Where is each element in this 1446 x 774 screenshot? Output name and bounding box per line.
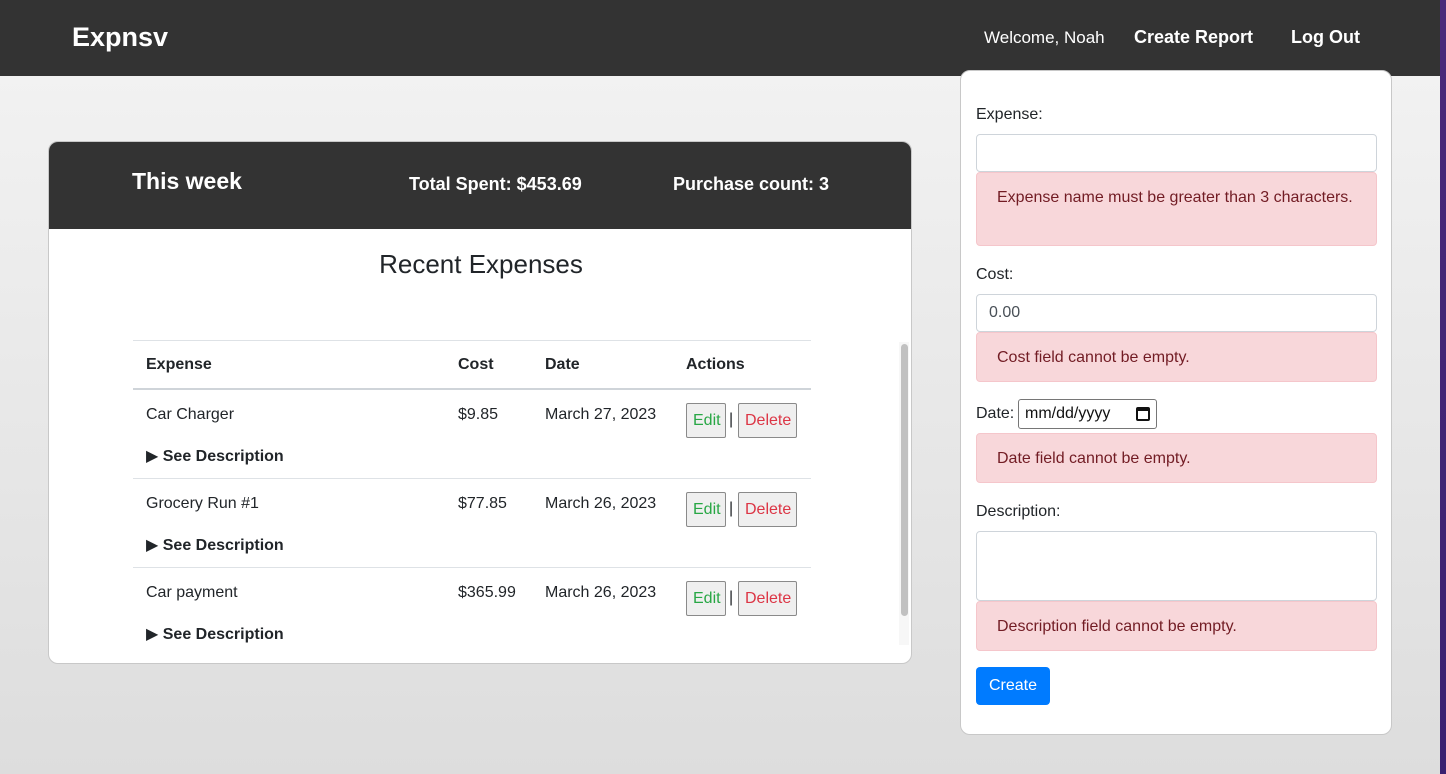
- expense-input[interactable]: [976, 134, 1377, 172]
- create-button[interactable]: Create: [976, 667, 1050, 705]
- date-placeholder: mm/dd/yyyy: [1025, 405, 1111, 422]
- edit-button[interactable]: Edit: [686, 581, 726, 616]
- summary-header: This week Total Spent: $453.69 Purchase …: [49, 142, 911, 229]
- create-expense-form: Expense: Expense name must be greater th…: [960, 70, 1392, 735]
- delete-button[interactable]: Delete: [738, 581, 797, 616]
- scrollbar-thumb[interactable]: [901, 344, 908, 616]
- header-cost: Cost: [458, 356, 494, 373]
- description-textarea[interactable]: [976, 531, 1377, 601]
- logout-link[interactable]: Log Out: [1291, 27, 1360, 47]
- welcome-text: Welcome, Noah: [984, 28, 1105, 47]
- date-label: Date:: [976, 405, 1015, 422]
- total-spent: Total Spent: $453.69: [409, 174, 582, 194]
- create-report-link[interactable]: Create Report: [1134, 27, 1254, 47]
- expense-name: Car Charger: [146, 406, 235, 423]
- expenses-table: Expense Cost Date Actions Car Charger $9…: [133, 340, 813, 645]
- expense-cost: $9.85: [458, 406, 499, 423]
- action-separator: |: [729, 411, 734, 428]
- cost-error-alert: Cost field cannot be empty.: [976, 332, 1377, 382]
- expense-date: March 27, 2023: [545, 406, 657, 423]
- recent-expenses-title: Recent Expenses: [379, 249, 583, 279]
- delete-button[interactable]: Delete: [738, 403, 797, 438]
- period-label: This week: [132, 168, 242, 194]
- see-description-toggle[interactable]: ▶ See Description: [146, 537, 284, 554]
- action-separator: |: [729, 500, 734, 517]
- table-row: Car Charger $9.85 March 27, 2023 Edit | …: [133, 390, 811, 479]
- expense-error-alert: Expense name must be greater than 3 char…: [976, 172, 1377, 246]
- table-scrollbar[interactable]: [899, 342, 909, 645]
- table-row: Car payment $365.99 March 26, 2023 Edit …: [133, 568, 811, 657]
- purchase-count: Purchase count: 3: [673, 174, 830, 194]
- header-actions: Actions: [686, 356, 745, 373]
- see-description-toggle[interactable]: ▶ See Description: [146, 448, 284, 465]
- expense-label: Expense:: [976, 106, 1043, 123]
- brand-logo[interactable]: Expnsv: [72, 22, 169, 52]
- navbar: Expnsv Welcome, Noah Create Report Log O…: [0, 0, 1440, 76]
- expense-cost: $365.99: [458, 584, 516, 601]
- expense-cost: $77.85: [458, 495, 507, 512]
- expense-name: Car payment: [146, 584, 238, 601]
- cost-label: Cost:: [976, 266, 1014, 283]
- header-date: Date: [545, 356, 580, 373]
- action-separator: |: [729, 589, 734, 606]
- edit-button[interactable]: Edit: [686, 492, 726, 527]
- description-error-alert: Description field cannot be empty.: [976, 601, 1377, 651]
- calendar-icon[interactable]: [1136, 407, 1150, 421]
- window-edge: [1440, 0, 1446, 774]
- header-expense: Expense: [146, 356, 212, 373]
- expense-name: Grocery Run #1: [146, 495, 259, 512]
- see-description-toggle[interactable]: ▶ See Description: [146, 626, 284, 643]
- delete-button[interactable]: Delete: [738, 492, 797, 527]
- description-label: Description:: [976, 503, 1061, 520]
- date-error-alert: Date field cannot be empty.: [976, 433, 1377, 483]
- expense-date: March 26, 2023: [545, 584, 657, 601]
- table-row: Grocery Run #1 $77.85 March 26, 2023 Edi…: [133, 479, 811, 568]
- expense-date: March 26, 2023: [545, 495, 657, 512]
- table-header: Expense Cost Date Actions: [133, 340, 811, 390]
- date-input[interactable]: mm/dd/yyyy: [1018, 399, 1157, 429]
- expenses-card: This week Total Spent: $453.69 Purchase …: [48, 141, 912, 664]
- edit-button[interactable]: Edit: [686, 403, 726, 438]
- cost-input[interactable]: [976, 294, 1377, 332]
